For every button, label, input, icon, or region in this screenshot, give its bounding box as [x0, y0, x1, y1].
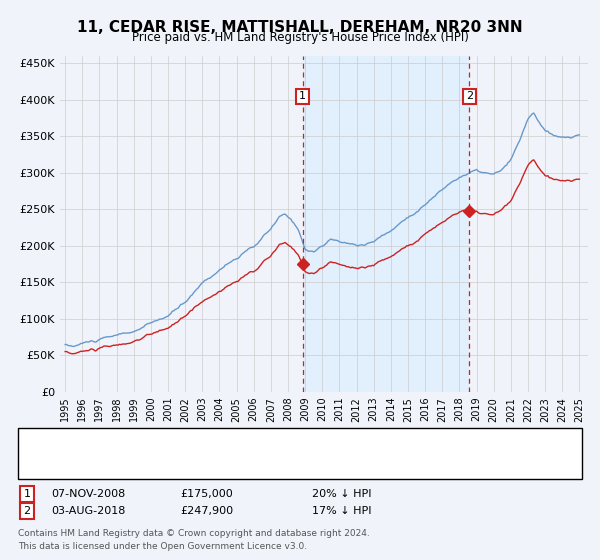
Text: 2: 2 — [23, 506, 31, 516]
Text: ─────: ───── — [27, 438, 65, 452]
Text: 11, CEDAR RISE, MATTISHALL, DEREHAM, NR20 3NN (detached house): 11, CEDAR RISE, MATTISHALL, DEREHAM, NR2… — [69, 440, 435, 450]
Text: Price paid vs. HM Land Registry's House Price Index (HPI): Price paid vs. HM Land Registry's House … — [131, 31, 469, 44]
Text: ─────: ───── — [27, 455, 65, 469]
Text: £247,900: £247,900 — [180, 506, 233, 516]
Bar — [302, 56, 469, 392]
Text: 07-NOV-2008: 07-NOV-2008 — [51, 489, 125, 499]
Text: Contains HM Land Registry data © Crown copyright and database right 2024.
This d: Contains HM Land Registry data © Crown c… — [18, 529, 370, 550]
Text: 03-AUG-2018: 03-AUG-2018 — [51, 506, 125, 516]
Text: 1: 1 — [299, 91, 306, 101]
Text: 20% ↓ HPI: 20% ↓ HPI — [312, 489, 371, 499]
Text: 17% ↓ HPI: 17% ↓ HPI — [312, 506, 371, 516]
Text: 1: 1 — [23, 489, 31, 499]
Text: £175,000: £175,000 — [180, 489, 233, 499]
Text: HPI: Average price, detached house, Breckland: HPI: Average price, detached house, Brec… — [69, 457, 314, 467]
Text: 2: 2 — [466, 91, 473, 101]
Text: 11, CEDAR RISE, MATTISHALL, DEREHAM, NR20 3NN: 11, CEDAR RISE, MATTISHALL, DEREHAM, NR2… — [77, 20, 523, 35]
